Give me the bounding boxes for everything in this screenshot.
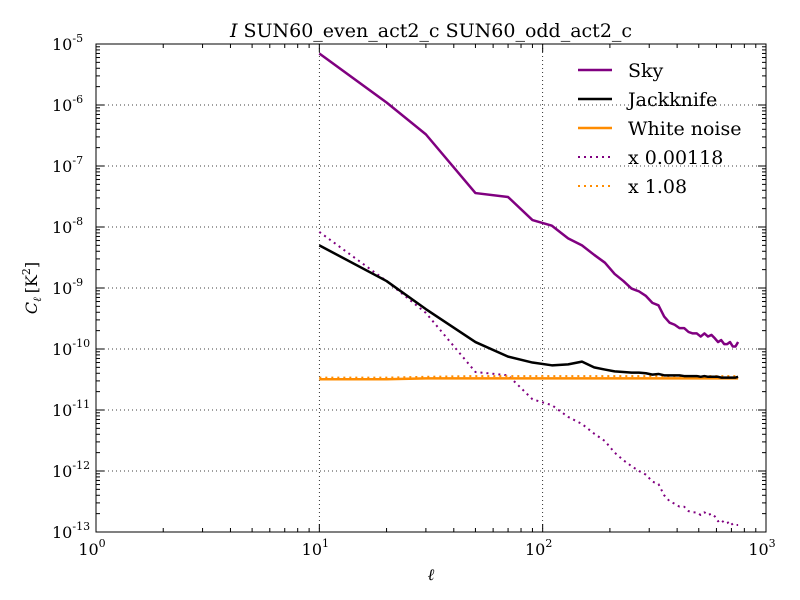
series-line-white-noise bbox=[319, 377, 739, 381]
x-tick-exponent: 0 bbox=[99, 537, 106, 550]
y-tick-exponent: -8 bbox=[72, 215, 83, 228]
series-group bbox=[318, 52, 740, 527]
y-tick-label: 10-13 bbox=[52, 520, 90, 542]
x-tick-label: 103 bbox=[748, 537, 775, 559]
legend-label: Sky bbox=[628, 60, 664, 82]
x-tick-base: 10 bbox=[78, 540, 98, 559]
x-tick-label: 101 bbox=[302, 537, 329, 559]
axis-ticks: 100 101 102 10310-1310-1210-1110-1010-910-8… bbox=[52, 32, 776, 559]
y-tick-base: 10 bbox=[52, 462, 72, 481]
series-line-sky bbox=[318, 52, 740, 348]
title-rest: SUN60_even_act2_c SUN60_odd_act2_c bbox=[243, 20, 632, 42]
legend: Sky Jackknife White noise x 0.00118 x 1.08 bbox=[578, 60, 742, 198]
x-tick-exponent: 2 bbox=[545, 537, 552, 550]
y-tick-exponent: -6 bbox=[72, 93, 83, 106]
y-axis-label-subscript: ℓ bbox=[31, 297, 44, 302]
legend-label: Jackknife bbox=[626, 89, 717, 111]
y-tick-exponent: -7 bbox=[72, 154, 83, 167]
y-tick-exponent: -5 bbox=[72, 32, 83, 45]
y-tick-exponent: -13 bbox=[72, 520, 90, 533]
y-tick-label: 10-9 bbox=[52, 276, 83, 298]
y-tick-base: 10 bbox=[52, 401, 72, 420]
y-tick-exponent: -12 bbox=[72, 459, 90, 472]
x-tick-label: 100 bbox=[78, 537, 105, 559]
y-tick-label: 10-12 bbox=[52, 459, 90, 481]
y-tick-base: 10 bbox=[52, 279, 72, 298]
y-tick-base: 10 bbox=[52, 35, 72, 54]
legend-label: White noise bbox=[628, 118, 742, 140]
y-tick-label: 10-5 bbox=[52, 32, 83, 54]
x-tick-base: 10 bbox=[525, 540, 545, 559]
y-axis-label: Cℓ [K2] bbox=[20, 262, 44, 314]
grid bbox=[96, 44, 766, 532]
y-axis-label-unit-exp: 2 bbox=[20, 268, 33, 275]
y-tick-base: 10 bbox=[52, 340, 72, 359]
y-tick-base: 10 bbox=[52, 96, 72, 115]
x-tick-base: 10 bbox=[302, 540, 322, 559]
y-axis-label-unit: [K bbox=[22, 274, 41, 293]
chart-title: I SUN60_even_act2_c SUN60_odd_act2_c bbox=[229, 20, 632, 42]
y-tick-exponent: -10 bbox=[72, 337, 90, 350]
x-tick-exponent: 3 bbox=[769, 537, 776, 550]
y-tick-base: 10 bbox=[52, 523, 72, 542]
x-tick-base: 10 bbox=[748, 540, 768, 559]
legend-label: x 0.00118 bbox=[628, 147, 723, 169]
x-tick-exponent: 1 bbox=[322, 537, 329, 550]
y-axis-label-unit-close: ] bbox=[22, 262, 41, 268]
x-tick-label: 102 bbox=[525, 537, 552, 559]
y-tick-label: 10-8 bbox=[52, 215, 83, 237]
y-tick-label: 10-6 bbox=[52, 93, 83, 115]
y-tick-label: 10-11 bbox=[52, 398, 90, 420]
y-tick-exponent: -9 bbox=[72, 276, 83, 289]
y-tick-base: 10 bbox=[52, 157, 72, 176]
y-tick-label: 10-10 bbox=[52, 337, 90, 359]
series-line-jackknife bbox=[318, 244, 739, 379]
y-axis-label-symbol: C bbox=[22, 302, 41, 314]
legend-label: x 1.08 bbox=[628, 176, 687, 198]
y-tick-exponent: -11 bbox=[72, 398, 90, 411]
y-tick-base: 10 bbox=[52, 218, 72, 237]
title-prefix: I bbox=[229, 20, 238, 42]
x-axis-label: ℓ bbox=[428, 565, 435, 584]
y-tick-label: 10-7 bbox=[52, 154, 83, 176]
